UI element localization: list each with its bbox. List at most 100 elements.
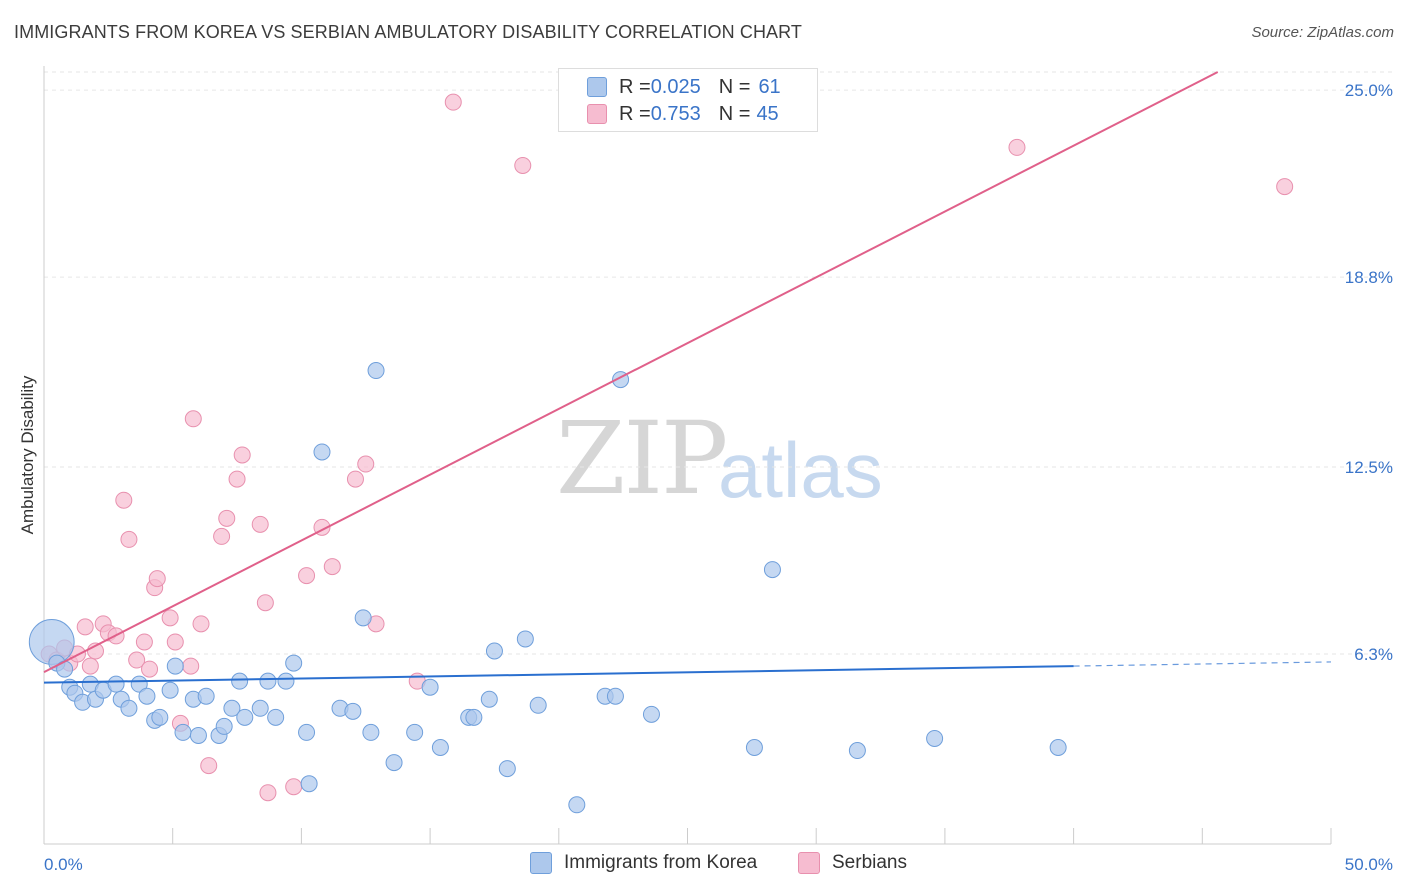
- bottom-legend-label-serbians: Serbians: [832, 852, 907, 873]
- korea-point: [277, 672, 295, 690]
- korea-point: [215, 717, 233, 735]
- serbian-point: [128, 651, 146, 669]
- korea-point: [763, 561, 781, 579]
- korea-point: [406, 723, 424, 741]
- serbian-point: [213, 527, 231, 545]
- korea-point: [251, 699, 269, 717]
- korea-point: [529, 696, 547, 714]
- serbian-point: [76, 618, 94, 636]
- korea-point: [926, 729, 944, 747]
- korea-point: [161, 681, 179, 699]
- serbian-trend-line: [43, 71, 1219, 673]
- legend-row-serbians: R = 0.753 N = 45: [587, 101, 779, 127]
- serbian-point: [323, 558, 341, 576]
- serbian-point: [192, 615, 210, 633]
- watermark-atlas: atlas: [718, 426, 883, 514]
- legend-swatch-serbians: [587, 104, 607, 124]
- bottom-legend-korea: Immigrants from Korea: [530, 852, 757, 874]
- korea-point: [465, 708, 483, 726]
- legend-r-value: 0.025: [650, 75, 701, 98]
- korea-point: [313, 443, 331, 461]
- korea-point: [174, 723, 192, 741]
- legend-n-value: 45: [756, 102, 779, 125]
- legend-r-value: 0.753: [650, 102, 701, 125]
- korea-point: [421, 678, 439, 696]
- serbian-point: [148, 570, 166, 588]
- bottom-legend-serbians: Serbians: [798, 852, 907, 874]
- korea-point: [166, 657, 184, 675]
- serbian-point: [161, 609, 179, 627]
- korea-point: [300, 775, 318, 793]
- serbian-point: [298, 567, 316, 585]
- serbian-point: [357, 455, 375, 473]
- korea-point: [480, 690, 498, 708]
- legend-r-label: R =: [619, 102, 651, 125]
- korea-point: [1049, 739, 1067, 756]
- serbian-point: [346, 470, 364, 488]
- serbian-point: [115, 491, 133, 509]
- serbian-point: [200, 757, 218, 775]
- korea-point: [267, 708, 285, 726]
- bottom-legend-swatch-serbians: [798, 852, 820, 874]
- korea-point: [151, 708, 169, 726]
- korea-point: [498, 760, 516, 778]
- watermark-zip: ZIP: [556, 400, 728, 517]
- bottom-legend-swatch-korea: [530, 852, 552, 874]
- serbian-point: [1276, 178, 1294, 196]
- korea-point: [516, 630, 534, 648]
- korea-point: [606, 687, 624, 705]
- serbian-point: [182, 657, 200, 675]
- korea-point: [298, 723, 316, 741]
- legend-n-label: N =: [718, 102, 751, 125]
- korea-point: [223, 699, 241, 717]
- korea-point: [344, 702, 362, 720]
- serbian-point: [166, 633, 184, 651]
- y-tick-label: 18.8%: [1345, 268, 1393, 287]
- serbian-point: [1008, 138, 1026, 156]
- korea-trend-extension: [1073, 661, 1332, 667]
- korea-point: [485, 642, 503, 660]
- korea-point: [189, 726, 207, 744]
- korea-point: [354, 609, 372, 627]
- serbian-point: [135, 633, 153, 651]
- korea-point: [568, 796, 586, 814]
- korea-point: [231, 672, 249, 690]
- korea-point: [367, 362, 385, 380]
- y-tick-label: 25.0%: [1345, 81, 1393, 100]
- korea-point: [120, 699, 138, 717]
- legend-n-label: N =: [718, 75, 751, 98]
- bottom-legend-label-korea: Immigrants from Korea: [564, 852, 758, 873]
- source-note: Source: ZipAtlas.com: [1251, 24, 1394, 41]
- korea-point: [285, 654, 303, 672]
- korea-point: [362, 723, 380, 741]
- y-tick-label: 12.5%: [1345, 458, 1393, 477]
- serbian-point: [256, 594, 274, 612]
- chart-title: IMMIGRANTS FROM KOREA VS SERBIAN AMBULAT…: [14, 22, 803, 42]
- korea-point: [236, 708, 254, 726]
- serbian-point: [228, 470, 246, 488]
- y-tick-label: 6.3%: [1354, 645, 1393, 664]
- x-tick-label: 0.0%: [44, 855, 83, 874]
- serbian-point: [444, 93, 462, 111]
- serbian-point: [514, 156, 532, 174]
- korea-point: [138, 687, 156, 705]
- serbian-point: [218, 509, 236, 527]
- x-tick-label: 50.0%: [1345, 855, 1393, 874]
- legend-r-label: R =: [619, 75, 651, 98]
- korea-point: [745, 739, 763, 756]
- korea-trend-line: [43, 665, 1074, 684]
- serbian-point: [184, 410, 202, 428]
- serbian-point: [233, 446, 251, 464]
- korea-point: [385, 754, 403, 772]
- legend-n-value: 61: [758, 75, 781, 98]
- korea-point: [197, 687, 215, 705]
- legend-swatch-korea: [587, 77, 607, 97]
- serbian-point: [285, 778, 303, 796]
- korea-point: [848, 742, 866, 760]
- korea-point: [642, 705, 660, 723]
- y-axis-label: Ambulatory Disability: [18, 375, 37, 535]
- korea-point: [431, 739, 449, 756]
- serbian-point: [120, 530, 138, 548]
- serbian-point: [141, 660, 159, 678]
